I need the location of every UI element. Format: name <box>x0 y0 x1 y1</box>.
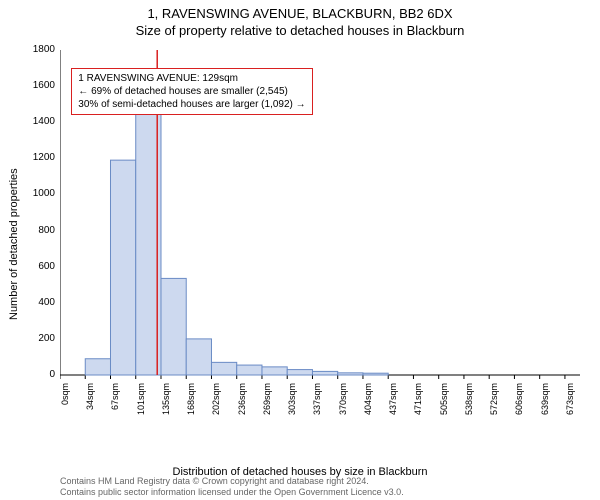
histogram-bar <box>262 367 287 375</box>
histogram-bar <box>211 362 236 375</box>
y-tick-label: 1600 <box>15 80 55 91</box>
x-tick-label: 538sqm <box>464 383 474 423</box>
histogram-bar <box>186 339 211 375</box>
x-tick-label: 673sqm <box>565 383 575 423</box>
y-tick-label: 1200 <box>15 152 55 163</box>
histogram-bar <box>85 359 110 375</box>
x-tick-label: 639sqm <box>540 383 550 423</box>
chart-area: 1 RAVENSWING AVENUE: 129sqm ← 69% of det… <box>60 50 580 430</box>
histogram-bar <box>312 371 337 375</box>
y-tick-label: 1800 <box>15 44 55 55</box>
info-line-1: 1 RAVENSWING AVENUE: 129sqm <box>78 72 305 85</box>
histogram-bar <box>338 373 363 375</box>
x-tick-label: 370sqm <box>338 383 348 423</box>
x-tick-label: 67sqm <box>110 383 120 423</box>
y-tick-label: 0 <box>15 369 55 380</box>
x-tick-label: 606sqm <box>514 383 524 423</box>
x-tick-label: 101sqm <box>136 383 146 423</box>
histogram-bar <box>287 370 312 375</box>
x-tick-label: 505sqm <box>439 383 449 423</box>
footer-line-1: Contains HM Land Registry data © Crown c… <box>60 476 404 487</box>
info-box: 1 RAVENSWING AVENUE: 129sqm ← 69% of det… <box>71 68 312 115</box>
x-tick-label: 236sqm <box>237 383 247 423</box>
x-tick-label: 437sqm <box>388 383 398 423</box>
y-tick-label: 1000 <box>15 188 55 199</box>
x-tick-label: 572sqm <box>489 383 499 423</box>
x-tick-label: 168sqm <box>186 383 196 423</box>
histogram-bar <box>363 373 388 375</box>
info-line-2: ← 69% of detached houses are smaller (2,… <box>78 85 305 98</box>
x-tick-label: 303sqm <box>287 383 297 423</box>
y-tick-label: 1400 <box>15 116 55 127</box>
page-subtitle: Size of property relative to detached ho… <box>0 21 600 38</box>
footer-line-2: Contains public sector information licen… <box>60 487 404 498</box>
histogram-bar <box>110 160 135 375</box>
x-tick-label: 135sqm <box>161 383 171 423</box>
x-tick-label: 269sqm <box>262 383 272 423</box>
y-tick-label: 200 <box>15 333 55 344</box>
x-tick-label: 337sqm <box>312 383 322 423</box>
x-tick-label: 202sqm <box>211 383 221 423</box>
x-tick-label: 0sqm <box>60 383 70 423</box>
info-line-3: 30% of semi-detached houses are larger (… <box>78 98 305 111</box>
page-title: 1, RAVENSWING AVENUE, BLACKBURN, BB2 6DX <box>0 0 600 21</box>
y-tick-label: 400 <box>15 297 55 308</box>
y-tick-label: 800 <box>15 225 55 236</box>
x-tick-label: 404sqm <box>363 383 373 423</box>
footer: Contains HM Land Registry data © Crown c… <box>60 476 404 498</box>
histogram-bar <box>237 365 262 375</box>
x-tick-label: 34sqm <box>85 383 95 423</box>
histogram-bar <box>161 278 186 375</box>
y-tick-label: 600 <box>15 261 55 272</box>
x-tick-label: 471sqm <box>413 383 423 423</box>
